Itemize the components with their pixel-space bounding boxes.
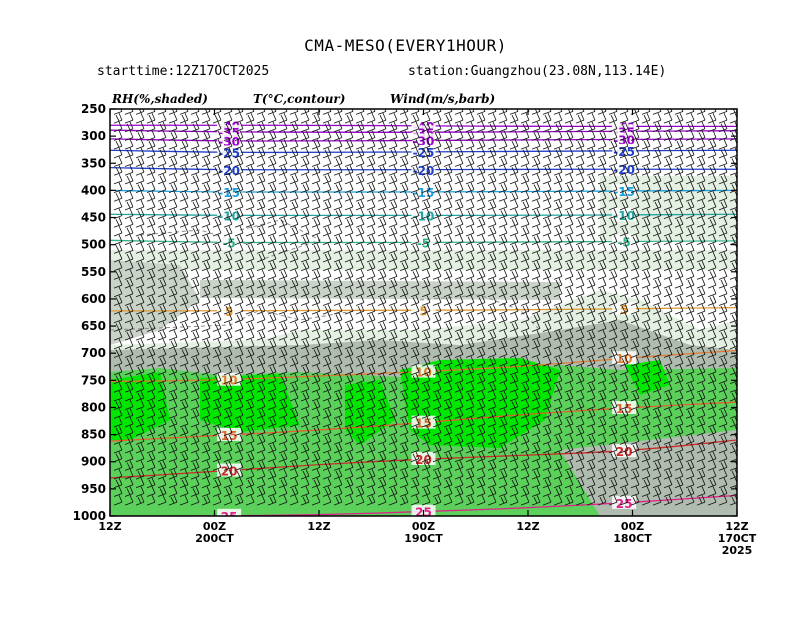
contour-label-bg xyxy=(411,415,436,429)
y-tick-label: 600 xyxy=(81,292,106,306)
rh-contour-line xyxy=(239,219,322,261)
x-tick-label: 190CT xyxy=(404,532,443,545)
temperature-contour-label: 15 xyxy=(616,402,633,416)
x-tick-label: 12Z xyxy=(725,520,748,533)
x-tick-label: 170CT xyxy=(718,532,757,545)
y-tick-label: 800 xyxy=(81,400,106,414)
temperature-contour-label: -20 xyxy=(613,163,635,177)
x-tick-label: 00Z xyxy=(203,520,226,533)
y-tick-label: 1000 xyxy=(73,509,106,523)
y-tick-label: 500 xyxy=(81,238,106,252)
legend-rh: RH(%,shaded) xyxy=(112,92,208,106)
x-tick-label: 200CT xyxy=(195,532,234,545)
temperature-contour-label: -15 xyxy=(413,186,435,200)
y-tick-label: 900 xyxy=(81,455,106,469)
contour-label-bg xyxy=(612,183,637,197)
rh-region xyxy=(110,250,737,270)
temperature-contour-line xyxy=(110,149,737,154)
temperature-contour-line xyxy=(110,166,737,171)
contour-label-bg xyxy=(612,234,637,248)
y-tick-label: 750 xyxy=(81,373,106,387)
temperature-contour-line xyxy=(110,138,737,142)
contour-label-bg xyxy=(217,208,242,222)
temperature-contour-label: 20 xyxy=(415,453,432,467)
y-tick-label: 650 xyxy=(81,319,106,333)
temperature-contour-label: 10 xyxy=(221,374,238,388)
temperature-contour-label: 5 xyxy=(419,304,427,318)
temperature-contour-label: -5 xyxy=(417,236,430,250)
rh-region xyxy=(200,374,300,432)
temperature-contour-label: -25 xyxy=(613,145,635,159)
contour-label-bg xyxy=(217,372,242,386)
station-label: station:Guangzhou(23.08N,113.14E) xyxy=(408,64,667,79)
temperature-contour-label: -20 xyxy=(413,164,435,178)
contour-label-bg xyxy=(612,162,637,176)
contour-label-bg xyxy=(217,134,242,148)
temperature-contour-line xyxy=(110,439,737,479)
contour-label-bg xyxy=(217,145,242,159)
y-tick-label: 300 xyxy=(81,129,106,143)
contour-label-bg xyxy=(217,235,242,249)
x-tick-label: 2025 xyxy=(722,544,753,557)
contour-label-bg xyxy=(612,143,637,157)
temperature-contour-label: 20 xyxy=(616,445,633,459)
x-tick-label: 12Z xyxy=(516,520,539,533)
rh-region xyxy=(625,360,670,395)
temperature-contour-label: -5 xyxy=(617,235,630,249)
temperature-contour-label: -20 xyxy=(218,164,240,178)
contour-label-bg xyxy=(612,301,637,315)
legend-wind: Wind(m/s,barb) xyxy=(390,92,496,106)
contour-label-bg xyxy=(612,207,637,221)
y-tick-label: 350 xyxy=(81,156,106,170)
y-tick-label: 550 xyxy=(81,265,106,279)
temperature-contour-label: 10 xyxy=(616,352,633,366)
contour-label-bg xyxy=(612,444,637,458)
y-tick-label: 450 xyxy=(81,211,106,225)
contour-label-bg xyxy=(411,303,436,317)
temperature-contour-label: 20 xyxy=(221,465,238,479)
y-tick-label: 400 xyxy=(81,183,106,197)
contour-label-bg xyxy=(612,400,637,414)
wind-barbs xyxy=(113,109,737,506)
y-tick-label: 700 xyxy=(81,346,106,360)
x-tick-label: 180CT xyxy=(613,532,652,545)
chart-title: CMA-MESO(EVERY1HOUR) xyxy=(304,36,507,55)
temperature-contour-label: -25 xyxy=(413,146,435,160)
temperature-contour-label: -15 xyxy=(218,186,240,200)
rh-region xyxy=(345,380,395,445)
x-tick-label: 12Z xyxy=(307,520,330,533)
contour-label-bg xyxy=(217,303,242,317)
y-tick-label: 950 xyxy=(81,482,106,496)
x-tick-label: 00Z xyxy=(621,520,644,533)
temperature-contour-line xyxy=(110,189,737,193)
temperature-contour-label: 15 xyxy=(221,429,238,443)
temperature-contour-line xyxy=(110,129,737,133)
y-tick-label: 850 xyxy=(81,428,106,442)
contour-label-bg xyxy=(217,508,242,516)
temperature-contour-label: -25 xyxy=(218,146,240,160)
rh-contour-line xyxy=(110,309,361,331)
y-tick-label: 250 xyxy=(81,102,106,116)
contour-label-bg xyxy=(217,162,242,176)
temperature-contour-label: -15 xyxy=(613,185,635,199)
x-tick-label: 00Z xyxy=(412,520,435,533)
x-tick-label: 12Z xyxy=(98,520,121,533)
temperature-contour-label: 25 xyxy=(221,510,238,524)
legend-temperature: T(°C,contour) xyxy=(253,92,346,106)
contour-label-bg xyxy=(612,351,637,365)
temperature-contour-label: -10 xyxy=(613,209,635,223)
temperature-contour-line xyxy=(110,124,737,128)
start-time-label: starttime:12Z17OCT2025 xyxy=(97,64,270,79)
contour-label-bg xyxy=(612,495,637,509)
